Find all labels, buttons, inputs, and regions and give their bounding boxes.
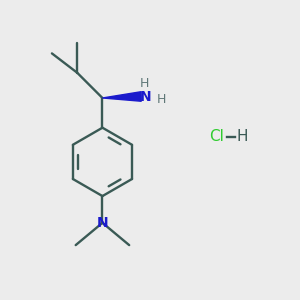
Text: N: N [97,216,108,230]
Text: H: H [140,76,149,90]
Text: H: H [237,129,248,144]
Text: N: N [140,89,152,103]
Polygon shape [102,92,141,101]
Text: Cl: Cl [209,129,224,144]
Text: H: H [157,93,167,106]
